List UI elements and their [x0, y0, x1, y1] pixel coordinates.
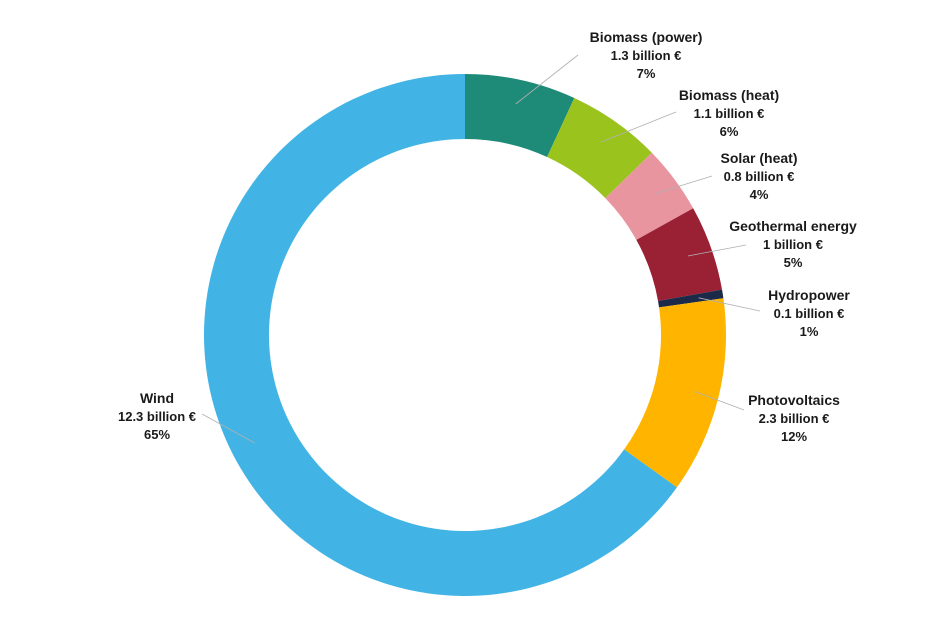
label-value: 1.1 billion € [694, 106, 765, 121]
label-percent: 5% [784, 255, 803, 270]
slice-photovoltaics [624, 298, 727, 488]
label-percent: 4% [750, 187, 769, 202]
label-percent: 6% [720, 124, 739, 139]
slice-biomass-power [465, 74, 575, 158]
label-name: Wind [140, 390, 174, 406]
label-percent: 12% [781, 429, 807, 444]
slice-biomass-heat [547, 97, 652, 199]
leader-line [515, 54, 579, 105]
label-name: Biomass (heat) [679, 87, 779, 103]
label-biomass-heat: Biomass (heat) 1.1 billion € 6% [679, 87, 779, 139]
label-geothermal-energy: Geothermal energy 1 billion € 5% [729, 218, 857, 270]
label-wind: Wind 12.3 billion € 65% [118, 390, 196, 442]
leader-line [654, 175, 713, 195]
label-value: 1.3 billion € [611, 48, 682, 63]
label-name: Hydropower [768, 287, 850, 303]
label-percent: 65% [144, 427, 170, 442]
slice-solar-heat [605, 152, 694, 240]
label-name: Solar (heat) [720, 150, 797, 166]
leader-line [601, 111, 677, 143]
label-name: Photovoltaics [748, 392, 840, 408]
leader-line [201, 413, 255, 444]
label-biomass-power: Biomass (power) 1.3 billion € 7% [590, 29, 703, 81]
label-value: 2.3 billion € [759, 411, 830, 426]
label-hydropower: Hydropower 0.1 billion € 1% [768, 287, 850, 339]
label-value: 12.3 billion € [118, 409, 196, 424]
donut-slices [203, 74, 727, 596]
slice-geothermal-energy [636, 208, 723, 301]
label-percent: 7% [637, 66, 656, 81]
leader-line [687, 244, 747, 257]
label-name: Biomass (power) [590, 29, 703, 45]
leader-line [698, 297, 761, 312]
label-value: 0.8 billion € [724, 169, 795, 184]
label-value: 1 billion € [763, 237, 823, 252]
label-value: 0.1 billion € [774, 306, 845, 321]
label-percent: 1% [800, 324, 819, 339]
label-solar-heat: Solar (heat) 0.8 billion € 4% [720, 150, 797, 202]
leader-line [694, 391, 745, 411]
label-name: Geothermal energy [729, 218, 857, 234]
leader-lines [201, 54, 761, 444]
label-photovoltaics: Photovoltaics 2.3 billion € 12% [748, 392, 840, 444]
slice-hydropower [658, 289, 724, 308]
